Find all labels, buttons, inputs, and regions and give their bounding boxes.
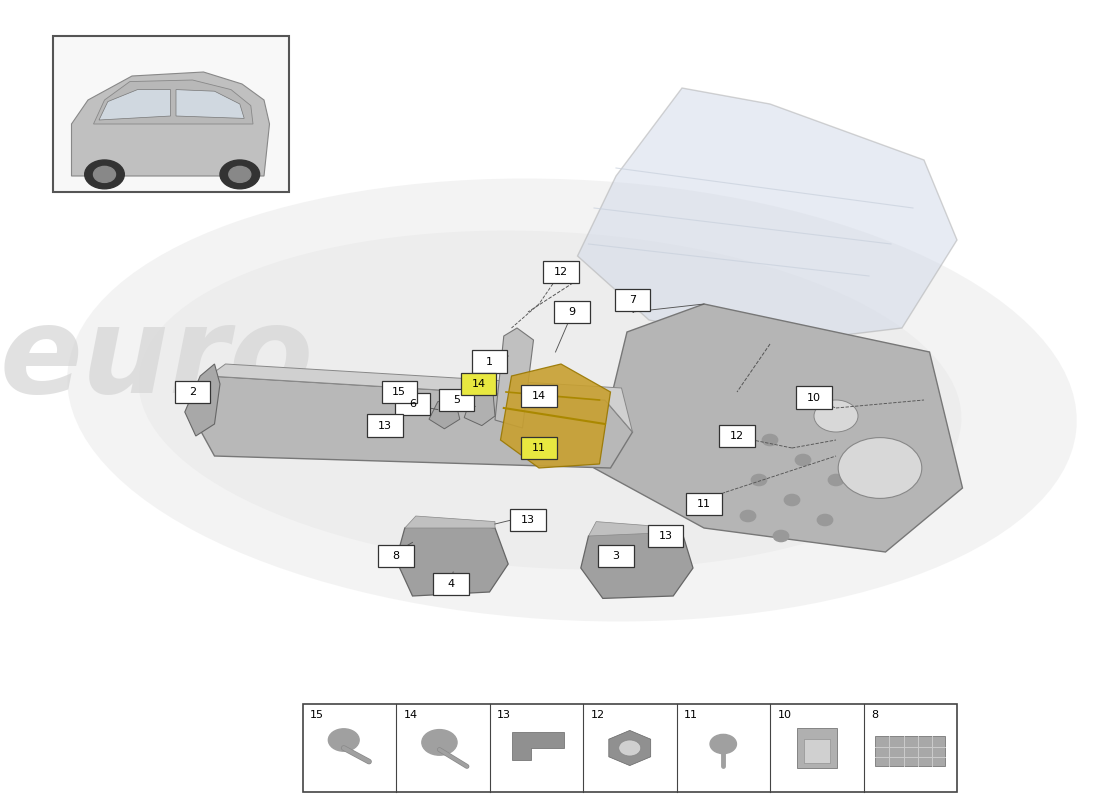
Polygon shape xyxy=(99,90,170,120)
Circle shape xyxy=(751,474,767,486)
Circle shape xyxy=(220,160,260,189)
Polygon shape xyxy=(495,328,534,428)
Text: 2: 2 xyxy=(189,387,196,397)
Bar xyxy=(521,385,557,407)
Polygon shape xyxy=(72,72,270,176)
Text: a passion for parts since 1985: a passion for parts since 1985 xyxy=(308,709,581,755)
Circle shape xyxy=(814,400,858,432)
Text: 7: 7 xyxy=(629,295,636,305)
Circle shape xyxy=(762,434,778,446)
Bar xyxy=(302,704,957,792)
Text: es: es xyxy=(682,406,837,522)
Polygon shape xyxy=(500,364,610,468)
Circle shape xyxy=(817,514,833,526)
Bar xyxy=(378,545,414,567)
Polygon shape xyxy=(513,732,564,760)
Circle shape xyxy=(828,474,844,486)
Text: 3: 3 xyxy=(613,551,619,561)
Polygon shape xyxy=(405,516,495,528)
Polygon shape xyxy=(185,364,220,436)
Bar xyxy=(521,437,557,459)
Circle shape xyxy=(711,734,737,754)
Circle shape xyxy=(773,530,789,542)
Text: euro: euro xyxy=(0,302,315,418)
Bar xyxy=(439,389,474,411)
Bar xyxy=(461,373,496,395)
Bar xyxy=(53,36,289,192)
Text: 13: 13 xyxy=(378,421,392,430)
Bar xyxy=(543,261,579,283)
Text: 12: 12 xyxy=(730,431,744,441)
Text: 15: 15 xyxy=(393,387,406,397)
Text: 14: 14 xyxy=(532,391,546,401)
Bar xyxy=(876,736,945,766)
Text: 12: 12 xyxy=(554,267,568,277)
Polygon shape xyxy=(396,520,508,596)
Bar xyxy=(510,509,546,531)
Polygon shape xyxy=(594,304,962,552)
Circle shape xyxy=(329,729,359,751)
Text: 9: 9 xyxy=(569,307,575,317)
Ellipse shape xyxy=(67,178,1077,622)
Circle shape xyxy=(740,510,756,522)
Bar xyxy=(648,525,683,547)
Circle shape xyxy=(422,730,458,755)
Text: 11: 11 xyxy=(684,710,699,720)
Text: 4: 4 xyxy=(448,579,454,589)
Polygon shape xyxy=(588,522,682,536)
Circle shape xyxy=(618,740,640,756)
Text: 13: 13 xyxy=(497,710,512,720)
Circle shape xyxy=(838,438,922,498)
Text: 8: 8 xyxy=(871,710,878,720)
Text: 11: 11 xyxy=(697,499,711,509)
Text: 12: 12 xyxy=(591,710,605,720)
Circle shape xyxy=(795,454,811,466)
Bar xyxy=(719,425,755,447)
Circle shape xyxy=(94,166,115,182)
Polygon shape xyxy=(192,376,632,468)
Polygon shape xyxy=(176,90,244,118)
Text: 6: 6 xyxy=(409,399,416,409)
Bar xyxy=(175,381,210,403)
Bar xyxy=(395,393,430,415)
Text: 13: 13 xyxy=(659,531,672,541)
Text: 10: 10 xyxy=(807,393,821,402)
Text: 15: 15 xyxy=(310,710,324,720)
Text: 5: 5 xyxy=(453,395,460,405)
Bar xyxy=(686,493,722,515)
Text: 14: 14 xyxy=(472,379,485,389)
Polygon shape xyxy=(94,80,253,124)
Circle shape xyxy=(784,494,800,506)
Circle shape xyxy=(229,166,251,182)
Ellipse shape xyxy=(139,230,961,570)
Bar xyxy=(615,289,650,311)
Polygon shape xyxy=(581,524,693,598)
Bar xyxy=(554,301,590,323)
Bar xyxy=(433,573,469,595)
Bar xyxy=(796,386,832,409)
Text: 10: 10 xyxy=(778,710,792,720)
Bar xyxy=(367,414,403,437)
Text: 13: 13 xyxy=(521,515,535,525)
Text: 11: 11 xyxy=(532,443,546,453)
Text: 1: 1 xyxy=(486,357,493,366)
Polygon shape xyxy=(209,364,632,432)
Polygon shape xyxy=(464,390,495,426)
Text: 14: 14 xyxy=(404,710,418,720)
Bar xyxy=(803,739,830,763)
Bar xyxy=(472,350,507,373)
Text: 8: 8 xyxy=(393,551,399,561)
Circle shape xyxy=(85,160,124,189)
Polygon shape xyxy=(578,88,957,344)
Bar xyxy=(382,381,417,403)
Polygon shape xyxy=(429,402,460,429)
Bar xyxy=(796,728,837,768)
Bar xyxy=(598,545,634,567)
